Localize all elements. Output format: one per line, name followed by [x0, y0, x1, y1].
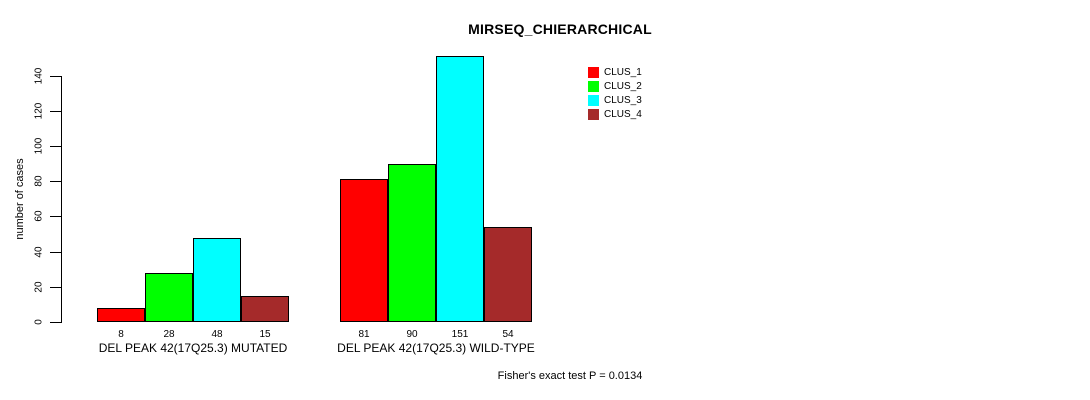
legend-label-clus-2: CLUS_2	[604, 80, 642, 92]
bar-clus_2-group1	[145, 273, 193, 322]
legend-swatch-clus-2	[588, 80, 599, 92]
y-tick-label: 0	[33, 319, 45, 325]
y-tick-label: 60	[33, 210, 45, 222]
legend-label-clus-3: CLUS_3	[604, 94, 642, 106]
fisher-test-annotation: Fisher's exact test P = 0.0134	[497, 370, 643, 382]
y-axis-label: number of cases	[14, 158, 26, 240]
bar-value-label: 81	[358, 329, 370, 340]
y-tick	[50, 76, 61, 77]
y-axis-line	[61, 76, 62, 323]
y-tick-label: 80	[33, 175, 45, 187]
legend-row-clus-4: CLUS_4	[588, 107, 642, 121]
y-tick	[50, 111, 61, 112]
bar-clus_4-group2	[484, 227, 532, 322]
bar-value-label: 28	[163, 329, 175, 340]
bar-value-label: 90	[406, 329, 418, 340]
bar-clus_3-group1	[193, 238, 241, 322]
y-tick-label: 120	[33, 102, 45, 120]
y-tick-label: 140	[33, 67, 45, 85]
bar-value-label: 15	[259, 329, 271, 340]
category-label-2: DEL PEAK 42(17Q25.3) WILD-TYPE	[337, 341, 535, 355]
legend-row-clus-3: CLUS_3	[588, 93, 642, 107]
y-tick-label: 100	[33, 137, 45, 155]
bar-clus_1-group1	[97, 308, 145, 322]
bar-clus_2-group2	[388, 164, 436, 322]
y-tick	[50, 216, 61, 217]
legend-swatch-clus-4	[588, 108, 599, 120]
bar-value-label: 54	[502, 329, 514, 340]
y-tick-label: 20	[33, 281, 45, 293]
bar-clus_1-group2	[340, 179, 388, 322]
bar-value-label: 48	[211, 329, 223, 340]
legend: CLUS_1 CLUS_2 CLUS_3 CLUS_4	[588, 65, 642, 121]
chart-title: MIRSEQ_CHIERARCHICAL	[468, 21, 652, 37]
y-tick	[50, 146, 61, 147]
bar-value-label: 151	[451, 329, 469, 340]
bar-clus_3-group2	[436, 56, 484, 322]
bar-clus_4-group1	[241, 296, 289, 322]
y-tick	[50, 322, 61, 323]
legend-swatch-clus-3	[588, 94, 599, 106]
legend-row-clus-1: CLUS_1	[588, 65, 642, 79]
legend-row-clus-2: CLUS_2	[588, 79, 642, 93]
y-tick-label: 40	[33, 246, 45, 258]
y-tick	[50, 287, 61, 288]
category-label-1: DEL PEAK 42(17Q25.3) MUTATED	[98, 341, 288, 355]
y-tick	[50, 252, 61, 253]
bar-value-label: 8	[118, 329, 124, 340]
legend-label-clus-4: CLUS_4	[604, 108, 642, 120]
y-tick	[50, 181, 61, 182]
legend-swatch-clus-1	[588, 66, 599, 78]
legend-label-clus-1: CLUS_1	[604, 66, 642, 78]
